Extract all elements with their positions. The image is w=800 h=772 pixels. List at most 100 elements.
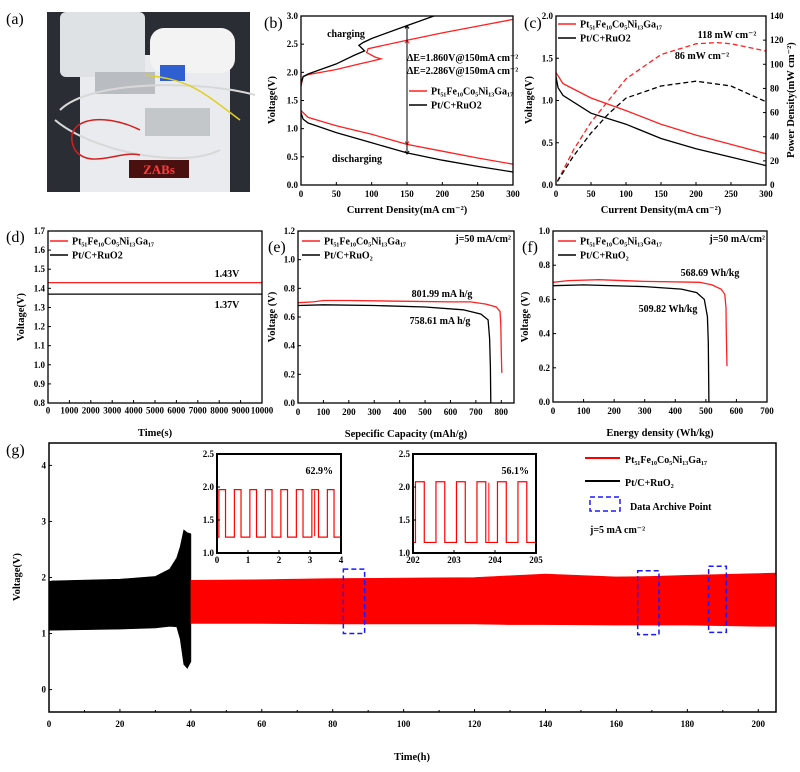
arrow-head [404,24,410,29]
annotation-label: charging [327,29,365,40]
y2-axis-title: Power Density(mW cm⁻²) [786,42,797,158]
panel-letter-c: (c) [524,15,542,32]
legend-label: Pt₅₁Fe₁₀Co₅Ni₁₃Ga₁₇ [625,455,707,466]
x-tick-label: 200 [752,719,766,729]
y-axis-title: Voltage(V) [524,75,535,124]
legend-label: Pt₅₁Fe₁₀Co₅Ni₁₃Ga₁₇ [431,87,513,98]
x-tick-label: 300 [506,189,520,199]
series-line-2 [301,110,513,165]
plot-frame [552,230,768,403]
panel-g-chart: 0 20 40 60 80 100 120 140 160 180 20001234(g)Time(… [6,442,777,763]
x-tick-label: 300 [367,407,381,417]
x-tick-label: 6000 [167,406,186,416]
x-axis-title: Current Density(mA cm⁻²) [601,205,722,216]
y-tick-label: 0.6 [284,312,296,322]
inset-background [413,454,536,553]
y-tick-label: 1.2 [34,322,46,332]
series-line-0 [298,299,503,373]
y-tick-label: 0.0 [542,180,554,190]
panel-letter-b: (b) [264,15,283,32]
y-axis-title: Voltage (V) [267,291,278,342]
arrow-head [404,150,410,155]
y-tick-label: 1.5 [34,264,46,274]
annotation-label: 758.61 mA h/g [410,316,471,327]
photo-blue-connector [160,65,185,81]
y-axis-title: Voltage(V) [267,75,278,124]
x-tick-label: 700 [469,407,483,417]
panel-c-chart: 0 50 100 150 200 250 300 0.0 0.5 1.0 1.5 2.0 0 20 40 60… [524,11,797,216]
x-tick-label: 100 [365,189,379,199]
x-tick-label: 100 [317,407,331,417]
photo-cell [150,28,235,73]
x-tick-label: 0 [551,406,556,416]
y-tick-label: 0.0 [287,180,299,190]
y-tick-label: 2.5 [399,449,411,459]
series-line-0 [553,279,728,367]
x-tick-label: 200 [689,189,703,199]
legend-label: Data Archive Point [630,502,712,513]
panel-f-chart: 0 100 200 300 400 500 600 700 0.0 0.2 0.4 0.6 0.8 1.0… [520,226,774,439]
x-tick-label: 60 [257,719,267,729]
y-tick-label: 2.0 [287,67,299,77]
inset-percentage-label: 56.1% [502,466,530,477]
x-axis-title: Time(s) [138,428,173,439]
y-tick-label: 3.0 [287,11,299,21]
y-tick-label: 1.5 [203,515,215,525]
x-tick-label: 204 [488,555,502,565]
x-tick-label: 0 [46,406,51,416]
x-tick-label: 250 [724,189,738,199]
band-pt51-alloy [190,572,776,627]
band-pt-c-ruo2 [49,529,192,669]
x-tick-label: 700 [760,406,774,416]
led-sign [129,160,189,178]
series-line-3 [301,112,513,173]
photo-clamp-2 [145,108,210,136]
legend-label: Pt₅₁Fe₁₀Co₅Ni₁₃Ga₁₇ [580,20,662,31]
x-axis-title: Current Density(mA cm⁻²) [347,205,468,216]
x-axis-title: Energy density (Wh/kg) [606,428,714,439]
x-tick-label: 500 [699,406,713,416]
y-tick-label: 1.5 [542,53,554,63]
led-sign-text: ZABs [143,162,175,177]
legend-label: Pt/C+RuO₂ [580,251,629,262]
x-tick-label: 9000 [232,406,251,416]
y-tick-label: 2.5 [203,449,215,459]
x-tick-label: 50 [332,189,342,199]
x-tick-label: 800 [495,407,509,417]
x-tick-label: 0 [299,189,304,199]
legend-label: Pt/C+RuO2 [72,251,123,262]
legend-label: Pt/C+RuO2 [431,101,482,112]
panel-letter-g: (g) [6,442,25,459]
x-tick-label: 500 [418,407,432,417]
x-tick-label: 50 [587,189,597,199]
x-tick-label: 200 [436,189,450,199]
y-tick-label: 2.0 [399,482,411,492]
y2-tick-label: 140 [770,11,784,21]
series-line-0 [556,72,766,155]
panel-letter-e: (e) [268,239,286,256]
data-archive-box [707,565,728,634]
inset-cycle-line [413,481,536,544]
y-tick-label: 1.1 [34,341,46,351]
y-tick-label: 0.5 [287,152,299,162]
inset-percentage-label: 62.9% [306,466,334,477]
annotation-label: 1.37V [215,300,241,311]
y-tick-label: 3 [42,516,47,526]
y2-tick-label: 20 [770,156,780,166]
y2-tick-label: 100 [770,59,784,69]
x-tick-label: 600 [444,407,458,417]
x-tick-label: 205 [529,555,543,565]
x-tick-label: 0 [47,719,52,729]
x-tick-label: 4000 [125,406,144,416]
y-tick-label: 4 [42,460,47,470]
y-tick-label: 1.7 [34,226,46,236]
y-tick-label: 0.5 [542,138,554,148]
y-tick-label: 0.8 [284,283,296,293]
x-tick-label: 250 [471,189,485,199]
y-tick-label: 0.4 [539,329,551,339]
y-tick-label: 0.9 [34,379,46,389]
x-tick-label: 100 [577,406,591,416]
y-tick-label: 1.0 [284,255,296,265]
y-tick-label: 0.2 [284,369,296,379]
